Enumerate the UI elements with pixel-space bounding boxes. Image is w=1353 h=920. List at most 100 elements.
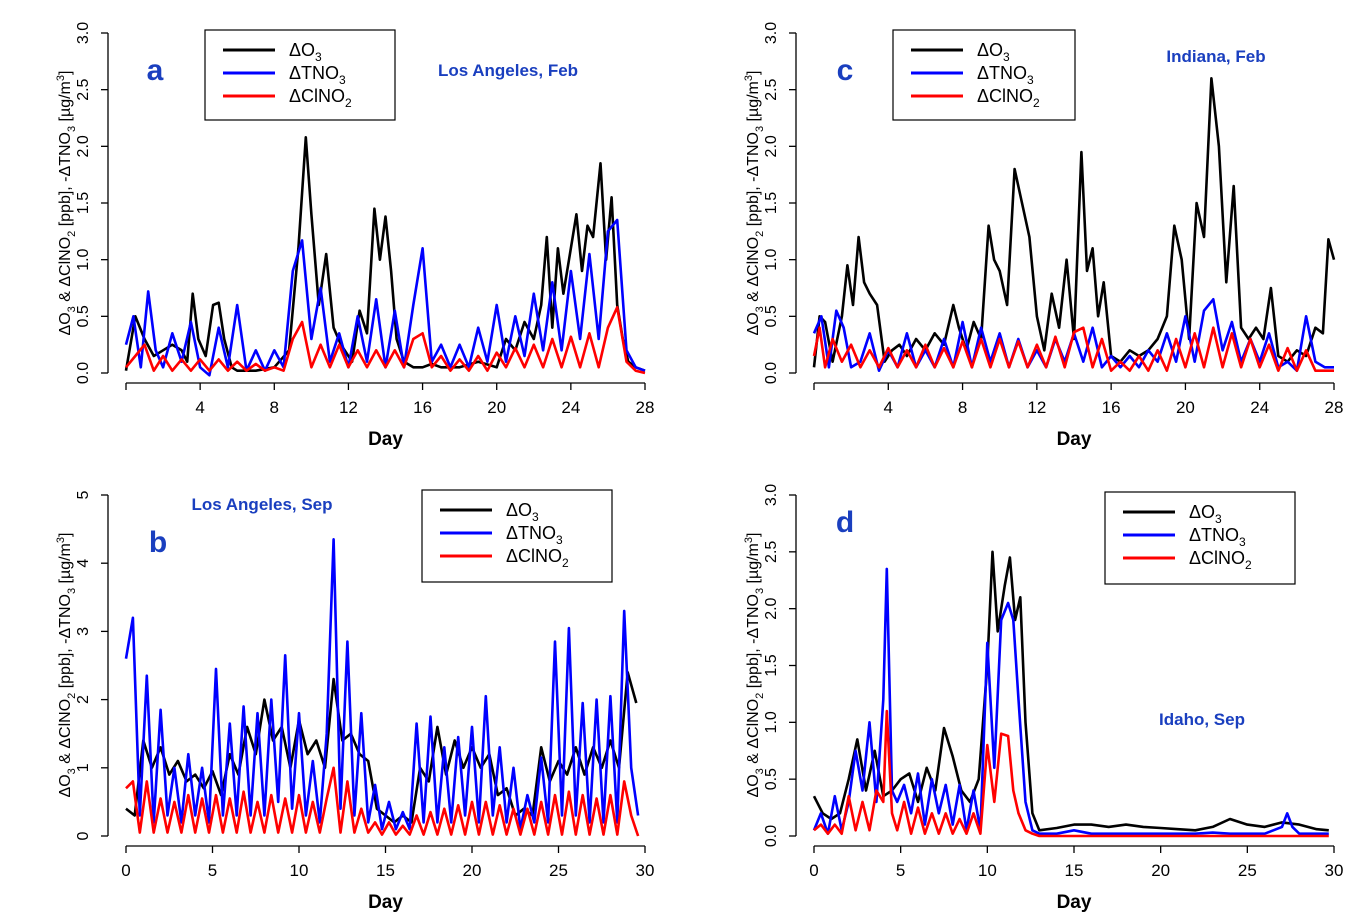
x-tick-label: 10 bbox=[978, 861, 997, 880]
legend-label: ΔClNO2 bbox=[1189, 548, 1252, 572]
x-tick-label: 20 bbox=[1151, 861, 1170, 880]
series-line-o3 bbox=[124, 136, 646, 373]
legend-box bbox=[892, 29, 1076, 121]
x-tick-label: 8 bbox=[270, 398, 279, 417]
x-tick-label: 0 bbox=[121, 861, 130, 880]
series-line-clno2 bbox=[812, 326, 1334, 373]
y-tick-label: 1 bbox=[75, 763, 92, 772]
panel-letter: d bbox=[836, 506, 854, 539]
y-tick-label: 1.5 bbox=[763, 654, 780, 676]
legend-label: ΔClNO2 bbox=[506, 546, 569, 570]
x-tick-label: 15 bbox=[376, 861, 395, 880]
y-tick-label: 0 bbox=[75, 831, 92, 840]
legend-label: ΔTNO3 bbox=[1189, 525, 1246, 549]
y-tick-label: 3.0 bbox=[763, 22, 780, 44]
y-tick-label: 1.0 bbox=[763, 711, 780, 733]
y-tick-label: 1.5 bbox=[75, 192, 92, 214]
y-tick-label: 0.5 bbox=[763, 305, 780, 327]
legend-label: ΔO3 bbox=[289, 40, 322, 64]
series-line-clno2 bbox=[124, 305, 646, 375]
y-tick-label: 1.0 bbox=[75, 248, 92, 270]
y-tick-label: 2.5 bbox=[75, 78, 92, 100]
y-tick-label: 3 bbox=[75, 627, 92, 636]
y-axis-label: ΔO3 & ΔClNO2 [ppb], -ΔTNO3 [µg/m3] bbox=[743, 533, 766, 798]
y-tick-label: 3.0 bbox=[75, 22, 92, 44]
panel-letter: b bbox=[149, 526, 167, 559]
panel-c: 4 8 12 16 20 24 28 Day 0.0 0.5 1.0 1.5 2.0 2.5 3.0 ΔO3 … bbox=[743, 22, 1343, 450]
series-line-tno3 bbox=[124, 218, 646, 377]
y-tick-label: 2.0 bbox=[75, 135, 92, 157]
legend-label: ΔTNO3 bbox=[977, 63, 1034, 87]
legend-box bbox=[421, 489, 613, 583]
y-tick-label: 5 bbox=[75, 490, 92, 499]
x-axis-label: Day bbox=[368, 429, 403, 450]
panel-letter: c bbox=[837, 54, 854, 87]
y-tick-label: 0.0 bbox=[763, 362, 780, 384]
panel-letter: a bbox=[147, 54, 164, 87]
legend-box bbox=[204, 29, 396, 121]
y-tick-label: 2 bbox=[75, 695, 92, 704]
x-tick-label: 24 bbox=[1250, 398, 1269, 417]
y-axis-label: ΔO3 & ΔClNO2 [ppb], -ΔTNO3 [µg/m3] bbox=[55, 533, 78, 798]
series-line-o3 bbox=[812, 550, 1329, 832]
x-tick-label: 25 bbox=[1238, 861, 1257, 880]
y-tick-label: 1.0 bbox=[763, 248, 780, 270]
x-tick-label: 30 bbox=[636, 861, 655, 880]
y-tick-label: 2.5 bbox=[763, 541, 780, 563]
legend-label: ΔClNO2 bbox=[977, 86, 1040, 110]
legend-label: ΔO3 bbox=[1189, 502, 1222, 526]
panel-title: Idaho, Sep bbox=[1159, 710, 1245, 729]
x-tick-label: 0 bbox=[809, 861, 818, 880]
y-axis-label: ΔO3 & ΔClNO2 [ppb], -ΔTNO3 [µg/m3] bbox=[743, 71, 766, 336]
x-tick-label: 20 bbox=[1176, 398, 1195, 417]
series-line-o3 bbox=[812, 77, 1336, 368]
series-line-tno3 bbox=[124, 537, 640, 831]
legend-label: ΔTNO3 bbox=[289, 63, 346, 87]
panel-b: 0 5 10 15 20 25 30 Day 0 1 2 3 4 5 ΔO3 & ΔClNO2 [ppb],… bbox=[55, 489, 655, 913]
x-tick-label: 25 bbox=[549, 861, 568, 880]
x-tick-label: 20 bbox=[487, 398, 506, 417]
x-axis-label: Day bbox=[1057, 892, 1092, 913]
x-tick-label: 30 bbox=[1325, 861, 1344, 880]
x-tick-label: 12 bbox=[339, 398, 358, 417]
x-tick-label: 4 bbox=[195, 398, 204, 417]
legend-label: ΔTNO3 bbox=[506, 523, 563, 547]
legend-label: ΔO3 bbox=[506, 500, 539, 524]
y-tick-label: 0.0 bbox=[763, 825, 780, 847]
y-tick-label: 0.5 bbox=[75, 305, 92, 327]
y-tick-label: 4 bbox=[75, 559, 92, 568]
y-tick-label: 2.5 bbox=[763, 78, 780, 100]
x-tick-label: 15 bbox=[1065, 861, 1084, 880]
x-axis-label: Day bbox=[368, 892, 403, 913]
panel-title: Los Angeles, Feb bbox=[438, 61, 578, 80]
x-tick-label: 10 bbox=[290, 861, 309, 880]
panel-title: Los Angeles, Sep bbox=[191, 495, 332, 514]
legend-label: ΔClNO2 bbox=[289, 86, 352, 110]
y-tick-label: 0.0 bbox=[75, 362, 92, 384]
x-tick-label: 8 bbox=[958, 398, 967, 417]
panel-title: Indiana, Feb bbox=[1166, 47, 1265, 66]
series-line-clno2 bbox=[813, 709, 1329, 838]
x-tick-label: 28 bbox=[1325, 398, 1344, 417]
x-tick-label: 12 bbox=[1027, 398, 1046, 417]
x-tick-label: 16 bbox=[1102, 398, 1121, 417]
x-tick-label: 28 bbox=[636, 398, 655, 417]
series-line-tno3 bbox=[812, 567, 1329, 836]
legend-box bbox=[1104, 491, 1296, 585]
y-tick-label: 2.0 bbox=[763, 597, 780, 619]
panel-a: 4 8 12 16 20 24 28 Day 0.0 0.5 1.0 1.5 2.0 2.5 3.0 ΔO3 … bbox=[55, 22, 654, 450]
y-tick-label: 1.5 bbox=[763, 192, 780, 214]
y-axis-label: ΔO3 & ΔClNO2 [ppb], -ΔTNO3 [µg/m3] bbox=[55, 71, 78, 336]
x-tick-label: 5 bbox=[896, 861, 905, 880]
x-tick-label: 20 bbox=[463, 861, 482, 880]
y-tick-label: 0.5 bbox=[763, 768, 780, 790]
x-tick-label: 5 bbox=[208, 861, 217, 880]
x-axis-label: Day bbox=[1057, 429, 1092, 450]
x-tick-label: 4 bbox=[884, 398, 893, 417]
x-tick-label: 24 bbox=[561, 398, 580, 417]
x-tick-label: 16 bbox=[413, 398, 432, 417]
